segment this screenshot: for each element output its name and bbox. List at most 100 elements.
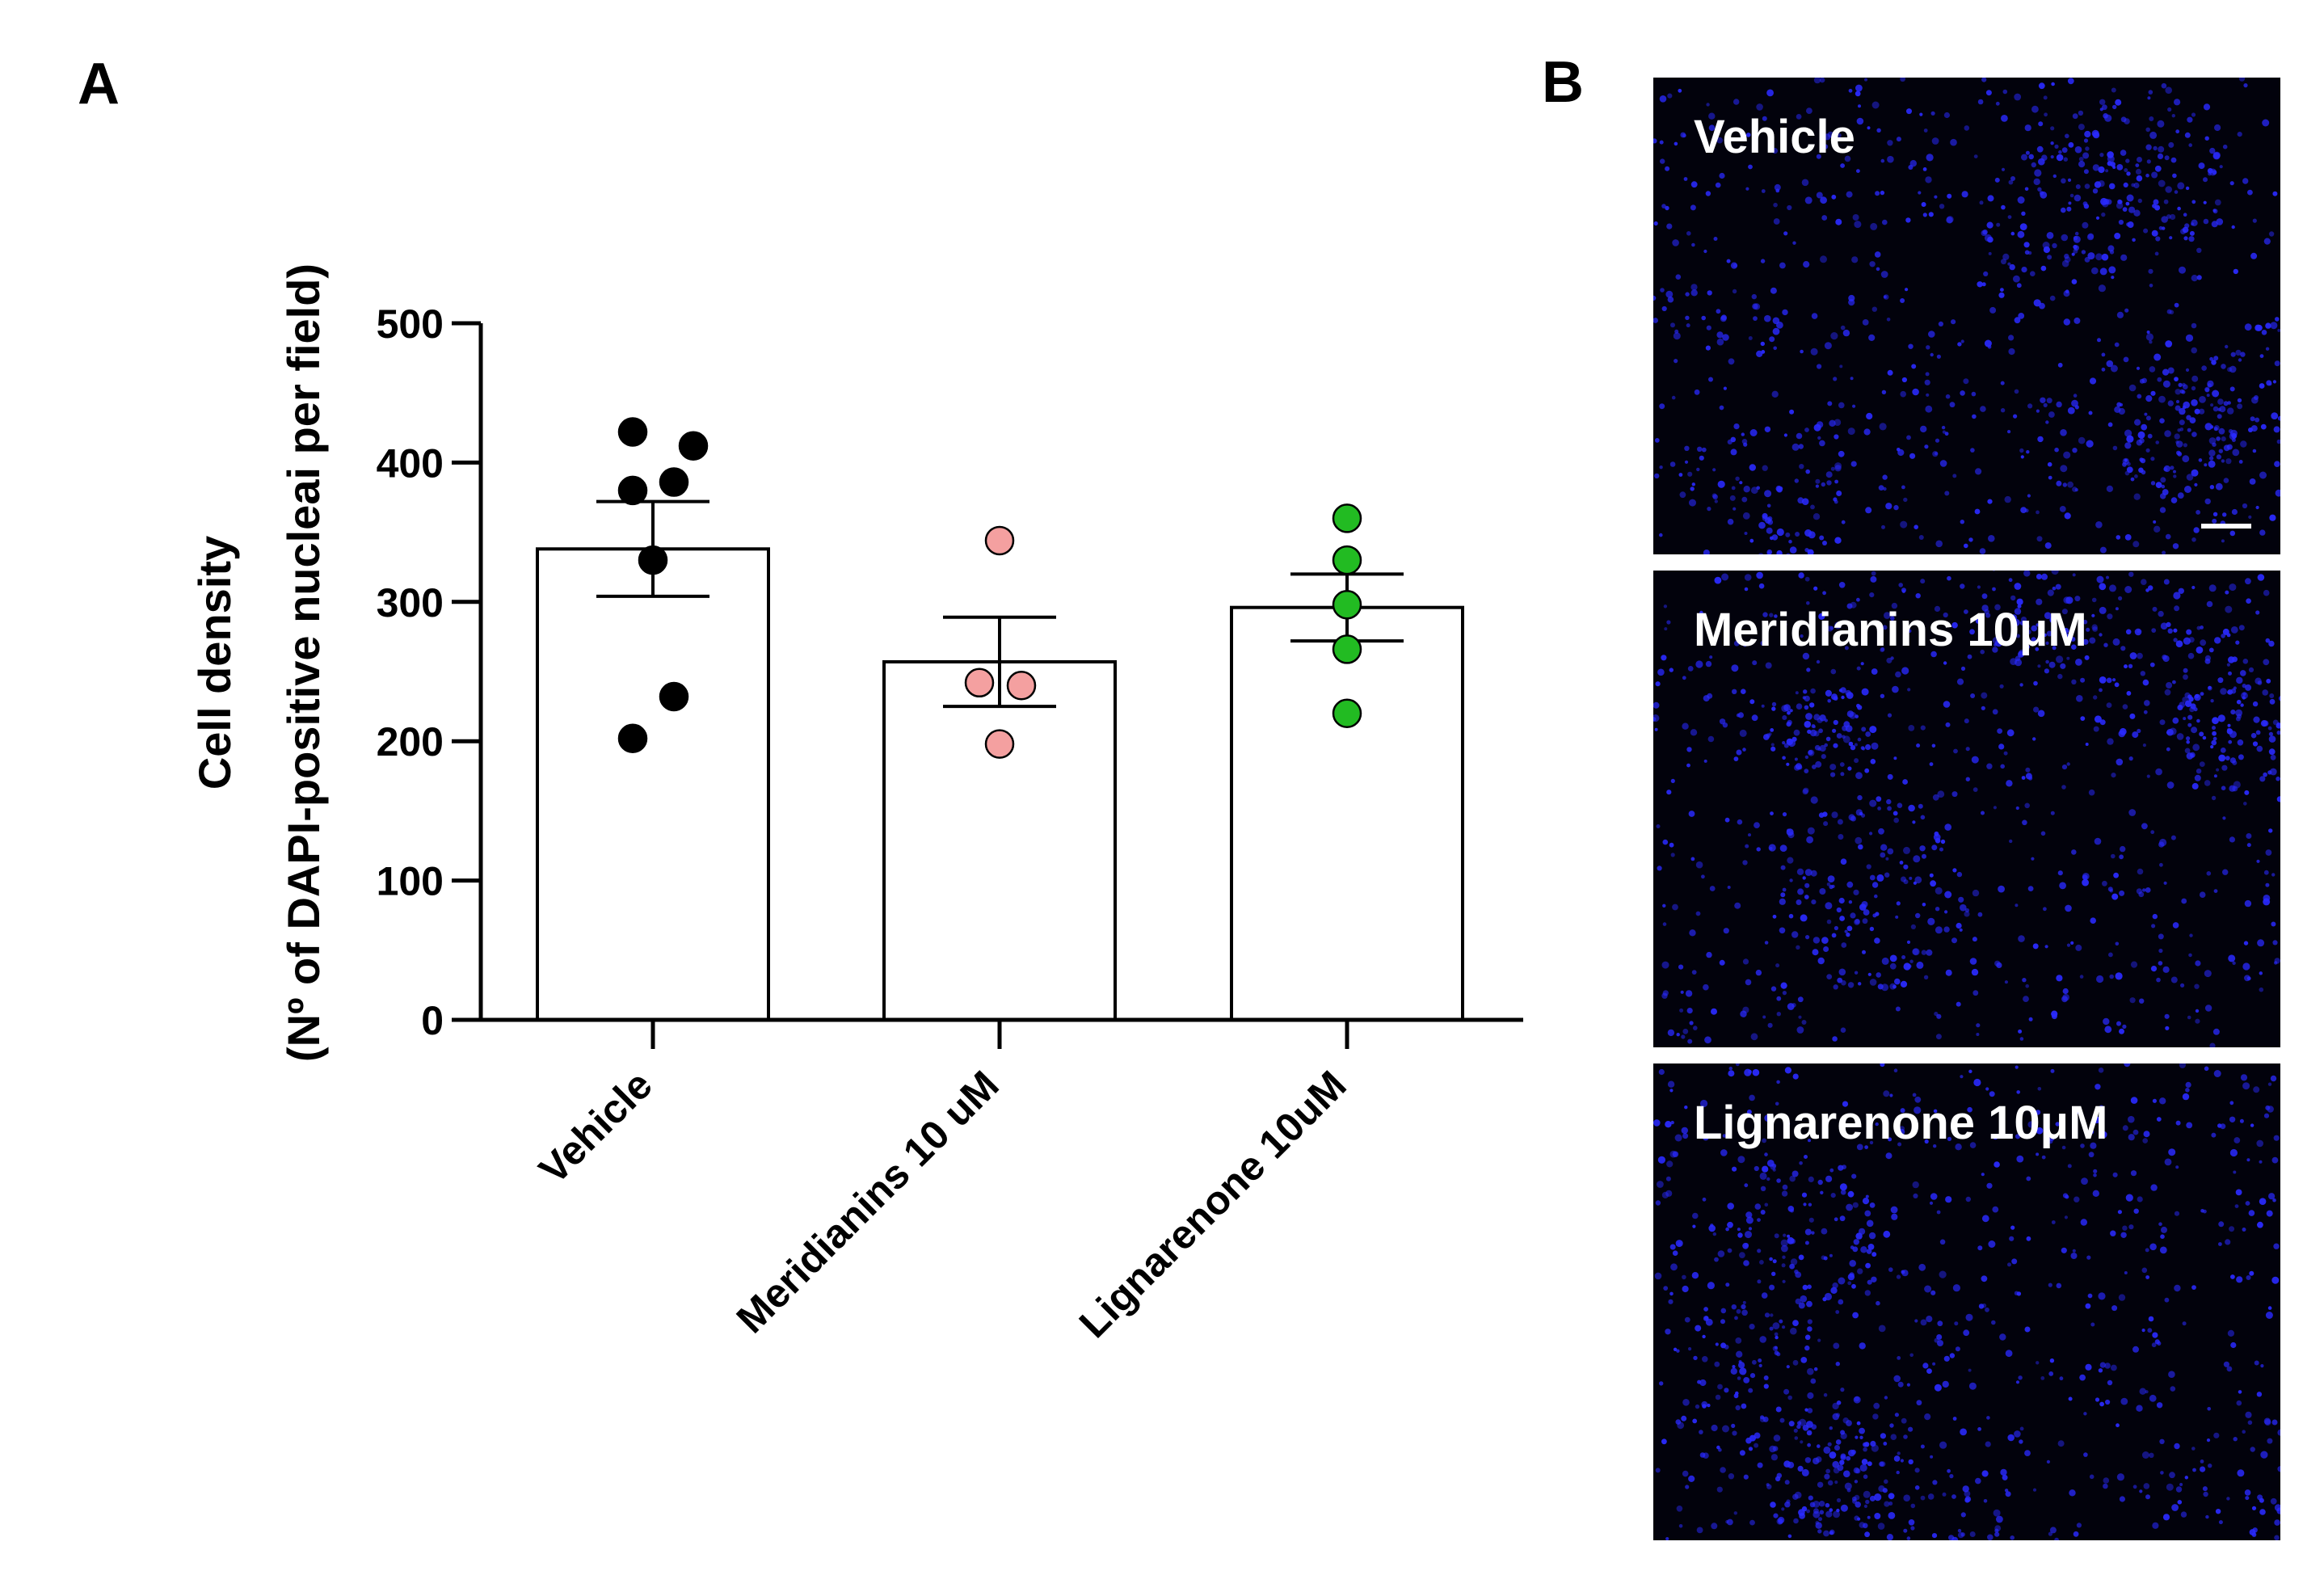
nucleus-dot [1760, 259, 1766, 263]
nucleus-dot [1789, 1263, 1795, 1270]
nucleus-dot [1841, 695, 1845, 700]
nucleus-dot [1935, 837, 1941, 844]
nucleus-dot [2001, 259, 2006, 265]
nucleus-dot [1926, 393, 1930, 397]
nucleus-dot [2135, 168, 2142, 175]
nucleus-dot [1964, 609, 1968, 614]
nucleus-dot [1797, 996, 1804, 1003]
nucleus-dot [1897, 1451, 1901, 1455]
nucleus-dot [2212, 208, 2218, 214]
nucleus-dot [1987, 1534, 1994, 1540]
nucleus-dot [1713, 237, 1718, 241]
nucleus-dot [1742, 1300, 1746, 1304]
nucleus-dot [2257, 680, 2263, 685]
nucleus-dot [2020, 455, 2024, 459]
nucleus-dot [1843, 1470, 1850, 1478]
nucleus-dot [1840, 1453, 1846, 1459]
nucleus-dot [2010, 231, 2015, 236]
nucleus-dot [1981, 1215, 1989, 1223]
nucleus-dot [1796, 114, 1802, 120]
nucleus-dot [2130, 477, 2135, 482]
nucleus-dot [2071, 679, 2077, 684]
nucleus-dot [2040, 397, 2046, 403]
nucleus-dot [1773, 202, 1778, 208]
nucleus-dot [2268, 748, 2276, 756]
nucleus-dot [1745, 1216, 1754, 1224]
nucleus-dot [2248, 515, 2252, 520]
nucleus-dot [2142, 1138, 2148, 1144]
nucleus-dot [1861, 727, 1867, 732]
nucleus-dot [2118, 730, 2126, 738]
nucleus-dot [2010, 176, 2015, 181]
nucleus-dot [1867, 1461, 1872, 1467]
nucleus-dot [2225, 1239, 2231, 1245]
nucleus-dot [2112, 1172, 2118, 1177]
nucleus-dot [1727, 1202, 1734, 1210]
nucleus-dot [1659, 95, 1667, 103]
nucleus-dot [2125, 1194, 2133, 1202]
nucleus-dot [1665, 166, 1670, 171]
nucleus-dot [2079, 1374, 2086, 1381]
nucleus-dot [2074, 231, 2079, 236]
nucleus-dot [1975, 468, 1982, 475]
nucleus-dot [2230, 1341, 2237, 1349]
nucleus-dot [1664, 627, 1668, 631]
nucleus-dot [2117, 199, 2122, 204]
nucleus-dot [1661, 1191, 1669, 1198]
nucleus-dot [2204, 780, 2211, 786]
nucleus-dot [2112, 104, 2117, 110]
nucleus-dot [1699, 610, 1703, 615]
nucleus-dot [1765, 517, 1771, 524]
nucleus-dot [2068, 201, 2072, 205]
nucleus-dot [2054, 1537, 2059, 1540]
nucleus-dot [2068, 141, 2074, 148]
nucleus-dot [1781, 705, 1789, 713]
nucleus-dot [1786, 762, 1790, 766]
nucleus-dot [2158, 179, 2166, 187]
nucleus-dot [1703, 983, 1709, 991]
nucleus-dot [2054, 447, 2059, 453]
nucleus-dot [2203, 1491, 2208, 1497]
nucleus-dot [2218, 449, 2223, 453]
nucleus-dot [2253, 1086, 2260, 1093]
nucleus-dot [2106, 485, 2113, 492]
nucleus-dot [1771, 148, 1779, 154]
nucleus-dot [2248, 1210, 2255, 1216]
nucleus-dot [1971, 968, 1979, 976]
nucleus-dot [1695, 660, 1703, 668]
nucleus-dot [2167, 628, 2173, 634]
nucleus-dot [2215, 1509, 2221, 1514]
nucleus-dot [2183, 637, 2191, 645]
nucleus-dot [2212, 731, 2217, 736]
nucleus-dot [1715, 1394, 1721, 1400]
nucleus-dot [2228, 739, 2233, 744]
nucleus-dot [2151, 1342, 2157, 1348]
nucleus-dot [2200, 1459, 2204, 1464]
nucleus-dot [1769, 1257, 1773, 1261]
nucleus-dot [1846, 1455, 1851, 1461]
nucleus-dot [1657, 1181, 1664, 1188]
nucleus-dot [1986, 1182, 1993, 1189]
nucleus-dot [2204, 1066, 2209, 1072]
nucleus-dot [1960, 339, 1964, 343]
nucleus-dot [2237, 1469, 2245, 1477]
nucleus-dot [2248, 667, 2255, 672]
nucleus-dot [1852, 1202, 1859, 1208]
nucleus-dot [1880, 844, 1888, 851]
nucleus-dot [2192, 1468, 2196, 1472]
nucleus-dot [1817, 747, 1821, 752]
nucleus-dot [1757, 1218, 1761, 1222]
nucleus-dot [2021, 776, 2026, 780]
nucleus-dot [2208, 460, 2216, 468]
nucleus-dot [1684, 460, 1689, 464]
nucleus-dot [1908, 804, 1915, 812]
nucleus-dot [1774, 1233, 1779, 1239]
nucleus-dot [1728, 358, 1735, 365]
nucleus-dot [1840, 163, 1845, 168]
nucleus-dot [1766, 89, 1774, 97]
nucleus-dot [2235, 716, 2241, 722]
nucleus-dot [1768, 732, 1772, 736]
nucleus-dot [1840, 1027, 1846, 1033]
nucleus-dot [1810, 796, 1818, 804]
nucleus-dot [2170, 213, 2176, 221]
